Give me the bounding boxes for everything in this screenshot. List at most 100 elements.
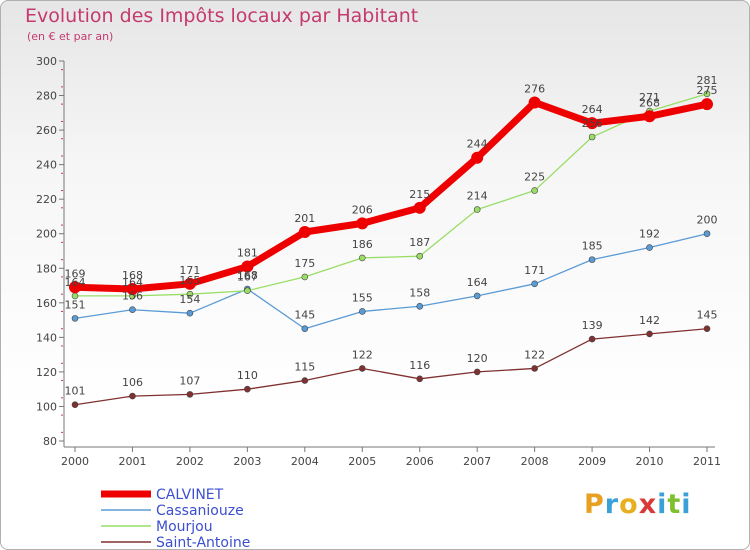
- data-label: 151: [65, 298, 86, 311]
- x-tick-label: 2009: [578, 455, 606, 468]
- data-label: 165: [179, 274, 200, 287]
- legend-label: CALVINET: [156, 487, 224, 503]
- data-point: [473, 206, 481, 213]
- data-point: [129, 392, 136, 400]
- data-point: [301, 377, 309, 384]
- x-tick-label: 2010: [636, 455, 664, 468]
- y-tick-label: 200: [36, 228, 57, 241]
- series-mourjou: [71, 90, 711, 300]
- y-tick-label: 240: [36, 159, 57, 172]
- data-point: [531, 365, 538, 372]
- data-label: 169: [65, 267, 86, 280]
- logo-letter: t: [667, 489, 682, 520]
- data-label: 107: [179, 374, 200, 387]
- x-tick-label: 2001: [118, 455, 146, 468]
- data-label: 201: [294, 212, 315, 225]
- data-label: 164: [65, 276, 86, 289]
- data-point: [416, 252, 424, 260]
- data-label: 164: [122, 276, 143, 289]
- data-point: [356, 217, 369, 230]
- data-label: 122: [352, 348, 373, 361]
- data-point: [416, 375, 424, 383]
- data-point: [471, 151, 484, 164]
- data-label: 139: [582, 319, 603, 332]
- data-label: 200: [697, 214, 718, 227]
- data-point: [71, 401, 79, 409]
- data-point: [244, 287, 251, 295]
- series-cassaniouze: [71, 230, 711, 333]
- data-label: 156: [122, 290, 143, 303]
- data-point: [129, 306, 136, 314]
- data-point: [588, 256, 596, 263]
- x-tick-label: 2004: [291, 455, 319, 468]
- data-point: [473, 368, 481, 376]
- data-label: 175: [294, 257, 315, 270]
- y-tick-label: 160: [36, 297, 57, 310]
- y-tick-label: 120: [36, 366, 57, 379]
- logo-letter: P: [584, 489, 605, 520]
- data-label: 275: [697, 84, 718, 97]
- series-line: [74, 98, 708, 293]
- data-label: 185: [582, 240, 603, 253]
- data-point: [298, 226, 311, 238]
- data-point: [126, 283, 139, 295]
- proxiti-logo: Proxiti: [584, 489, 692, 520]
- data-label: 215: [409, 188, 430, 201]
- x-tick-label: 2000: [61, 455, 89, 468]
- data-point: [588, 335, 596, 343]
- data-label: 244: [467, 138, 488, 151]
- data-label: 115: [294, 361, 315, 374]
- data-label: 168: [122, 269, 143, 282]
- data-point: [244, 385, 251, 393]
- x-tick-label: 2007: [463, 455, 491, 468]
- data-point: [301, 325, 309, 333]
- y-tick-label: 180: [36, 262, 57, 275]
- data-point: [703, 230, 711, 238]
- x-tick-label: 2003: [233, 455, 261, 468]
- x-tick-label: 2011: [693, 455, 721, 468]
- logo-letter: o: [619, 489, 639, 520]
- y-tick-label: 100: [36, 400, 57, 413]
- data-point: [646, 330, 653, 338]
- data-label: 271: [639, 91, 660, 104]
- legend-label: Mourjou: [156, 519, 213, 535]
- data-point: [531, 187, 538, 194]
- data-point: [358, 254, 366, 262]
- x-tick-label: 2002: [176, 455, 204, 468]
- data-label: 168: [237, 269, 258, 282]
- y-tick-label: 140: [36, 331, 57, 344]
- data-label: 256: [582, 117, 603, 130]
- data-label: 142: [639, 314, 660, 327]
- legend-label: Saint-Antoine: [156, 535, 250, 549]
- data-label: 187: [409, 236, 430, 249]
- logo-letter: i: [681, 489, 692, 520]
- data-point: [241, 260, 254, 273]
- data-label: 264: [582, 103, 603, 116]
- data-point: [701, 98, 713, 111]
- data-label: 145: [294, 309, 315, 322]
- series-line: [74, 328, 708, 406]
- data-label: 268: [639, 96, 660, 109]
- data-point: [183, 277, 196, 290]
- data-label: 171: [524, 264, 545, 277]
- chart-subtitle: (en € et par an): [27, 30, 114, 43]
- data-point: [643, 110, 656, 123]
- data-point: [528, 96, 541, 109]
- data-point: [186, 391, 194, 398]
- y-tick-label: 300: [36, 55, 57, 68]
- data-label: 167: [237, 271, 258, 284]
- x-tick-label: 2005: [348, 455, 376, 468]
- x-tick-label: 2006: [406, 455, 434, 468]
- logo-letter: r: [604, 489, 620, 520]
- y-tick-label: 280: [36, 90, 57, 103]
- chart-title: Evolution des Impôts locaux par Habitant: [25, 5, 419, 27]
- data-label: 106: [122, 376, 143, 389]
- data-label: 225: [524, 171, 545, 184]
- data-point: [413, 201, 426, 214]
- data-point: [416, 302, 424, 310]
- series-line: [75, 93, 708, 297]
- data-point: [703, 90, 711, 98]
- data-label: 171: [179, 264, 200, 277]
